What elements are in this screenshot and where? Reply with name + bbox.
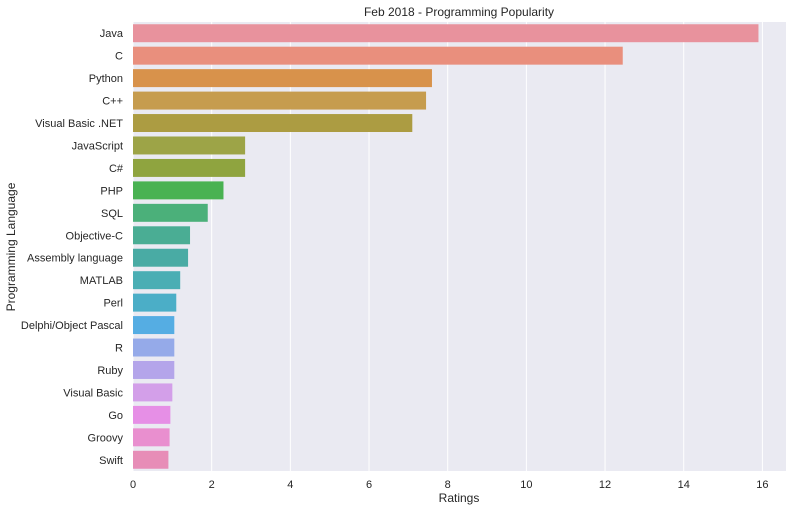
x-tick-label: 4	[287, 479, 293, 491]
y-tick-label: Assembly language	[27, 253, 123, 265]
bar	[133, 383, 173, 402]
bar	[133, 91, 427, 110]
y-tick-label: C	[115, 51, 123, 63]
bar	[133, 114, 413, 133]
bar	[133, 405, 171, 424]
bar	[133, 338, 175, 357]
x-tick-label: 0	[130, 479, 136, 491]
y-tick-label: C++	[102, 96, 123, 108]
bar	[133, 293, 177, 312]
y-axis-label: Programming Language	[4, 182, 18, 311]
y-tick-label: Ruby	[97, 365, 123, 377]
bars	[133, 24, 759, 469]
bar	[133, 203, 208, 222]
bar	[133, 450, 169, 469]
x-tick-label: 6	[366, 479, 372, 491]
bar	[133, 46, 623, 65]
bar	[133, 316, 175, 335]
y-tick-label: Groovy	[88, 432, 124, 444]
x-tick-label: 8	[445, 479, 451, 491]
bar	[133, 24, 759, 43]
y-tick-label: Objective-C	[66, 230, 124, 242]
plot-area	[133, 22, 786, 471]
bar	[133, 69, 432, 88]
y-tick-label: PHP	[100, 185, 123, 197]
bar	[133, 136, 246, 155]
y-tick-label: JavaScript	[72, 140, 123, 152]
x-axis-label: Ratings	[439, 491, 480, 505]
bar	[133, 360, 175, 379]
y-tick-label: C#	[109, 163, 124, 175]
y-tick-label: Perl	[103, 298, 123, 310]
y-tick-label: Go	[108, 410, 123, 422]
x-tick-labels: 0 2 4 6 8 10 12 14 16	[130, 479, 769, 491]
bar	[133, 226, 191, 245]
bar	[133, 158, 246, 177]
y-tick-label: Swift	[99, 455, 123, 467]
y-tick-label: R	[115, 343, 123, 355]
y-tick-label: Visual Basic .NET	[35, 118, 123, 130]
y-tick-label: SQL	[101, 208, 123, 220]
x-tick-label: 2	[209, 479, 215, 491]
x-tick-label: 16	[756, 479, 768, 491]
x-tick-label: 12	[599, 479, 611, 491]
x-tick-label: 10	[520, 479, 532, 491]
chart-title: Feb 2018 - Programming Popularity	[364, 5, 554, 19]
bar	[133, 181, 224, 200]
y-tick-label: MATLAB	[80, 275, 123, 287]
y-tick-label: Java	[100, 28, 124, 40]
y-tick-label: Visual Basic	[63, 387, 123, 399]
bar	[133, 271, 181, 290]
y-tick-label: Python	[89, 73, 123, 85]
bar	[133, 428, 170, 447]
x-tick-label: 14	[678, 479, 690, 491]
bar	[133, 248, 189, 267]
y-tick-label: Delphi/Object Pascal	[21, 320, 123, 332]
y-tick-labels: Java C Python C++ Visual Basic .NET JavaScrip…	[21, 28, 124, 467]
